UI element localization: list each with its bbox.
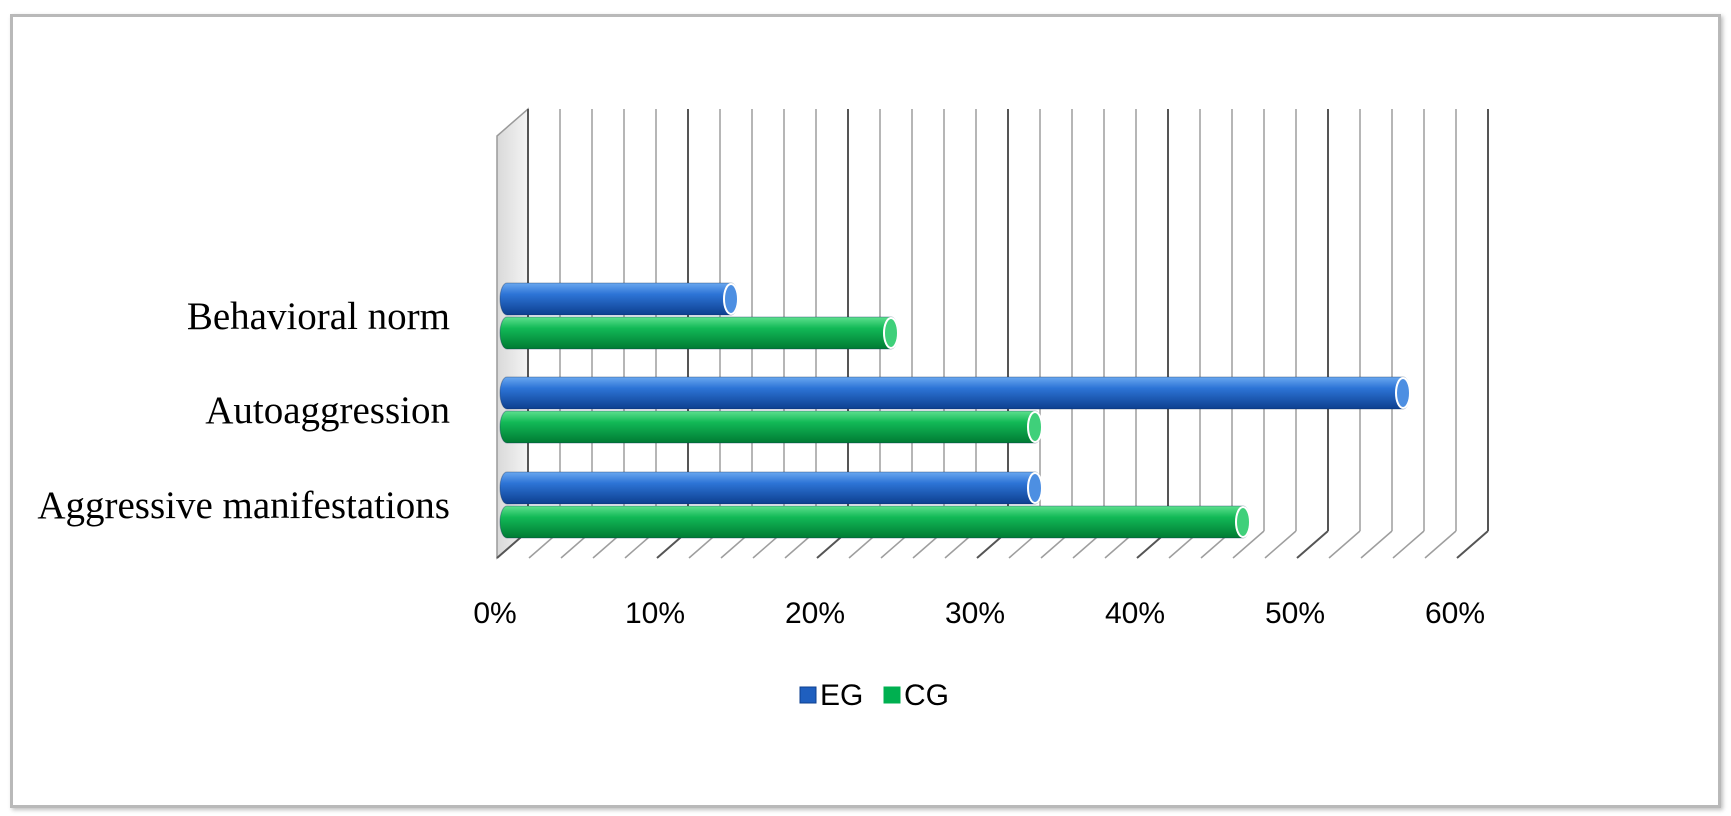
x-tick-label: 50%: [1265, 597, 1325, 630]
bar-end-cap: [1027, 411, 1043, 443]
category-label: Aggressive manifestations: [37, 484, 450, 527]
bar-end-cap: [1235, 506, 1251, 538]
bar: [499, 410, 1043, 444]
floor-gridline: [1264, 530, 1297, 559]
bar: [499, 376, 1411, 410]
bar-body: [499, 316, 899, 350]
floor-gridline: [1424, 530, 1457, 559]
floor-gridline: [1296, 530, 1329, 559]
bar-chart: Aggressive manifestations Autoaggression B…: [37, 107, 1489, 712]
x-axis-ticks: 0% 10% 20% 30% 40% 50% 60%: [473, 597, 1485, 630]
floor-gridline: [1392, 530, 1425, 559]
floor-gridline: [1328, 530, 1361, 559]
floor-gridline: [1456, 530, 1489, 559]
bar: [499, 505, 1251, 539]
legend-label: CG: [904, 679, 949, 712]
bar: [499, 316, 899, 350]
x-tick-label: 40%: [1105, 597, 1165, 630]
legend-swatch: [883, 686, 901, 704]
bar-body: [499, 505, 1251, 539]
category-label: Autoaggression: [205, 389, 450, 432]
floor-gridline: [1232, 530, 1265, 559]
floor-gridline: [1360, 530, 1393, 559]
bar-end-cap: [1395, 377, 1411, 409]
x-tick-label: 20%: [785, 597, 845, 630]
category-label: Behavioral norm: [187, 295, 450, 338]
bars: [499, 282, 1411, 539]
legend: EG CG: [799, 679, 949, 712]
category-labels: Aggressive manifestations Autoaggression B…: [37, 295, 450, 527]
x-tick-label: 10%: [625, 597, 685, 630]
bar-body: [499, 376, 1411, 410]
legend-label: EG: [820, 679, 863, 712]
bar-body: [499, 282, 739, 316]
bar-body: [499, 410, 1043, 444]
bar-body: [499, 471, 1043, 505]
legend-swatch: [799, 686, 817, 704]
bar-end-cap: [723, 283, 739, 315]
chart-frame: Aggressive manifestations Autoaggression B…: [10, 14, 1721, 808]
bar: [499, 282, 739, 316]
bar-end-cap: [883, 317, 899, 349]
x-tick-label: 0%: [473, 597, 516, 630]
bar: [499, 471, 1043, 505]
bar-end-cap: [1027, 472, 1043, 504]
x-tick-label: 60%: [1425, 597, 1485, 630]
x-tick-label: 30%: [945, 597, 1005, 630]
